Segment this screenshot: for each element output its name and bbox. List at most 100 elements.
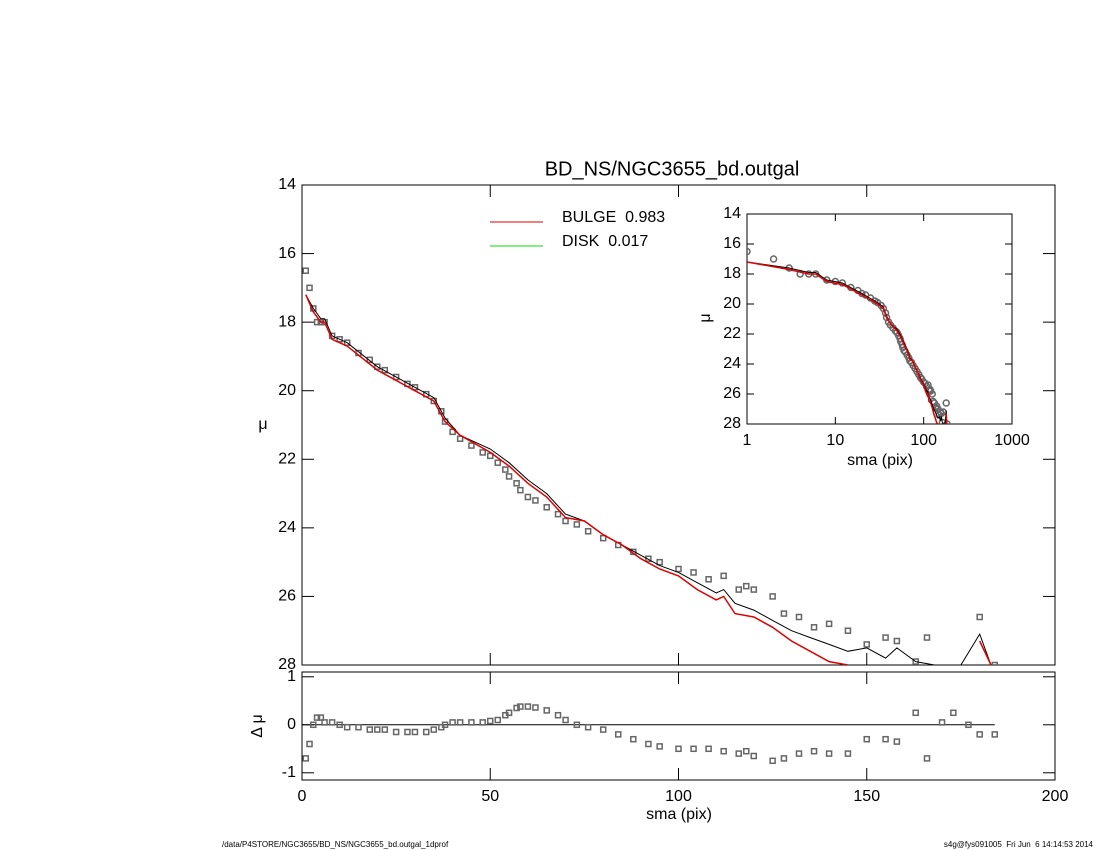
y-tick-label: 0 — [287, 716, 296, 733]
data-point — [494, 716, 502, 724]
data-point — [494, 459, 502, 466]
y-tick-label: 18 — [723, 265, 741, 282]
data-point — [743, 747, 750, 755]
y-tick-label: 14 — [278, 176, 296, 193]
x-tick-label: 200 — [1042, 788, 1069, 805]
data-point — [584, 528, 592, 535]
data-point — [912, 709, 919, 717]
data-point — [422, 728, 430, 736]
x-axis-label: sma (pix) — [646, 806, 712, 823]
data-point — [675, 745, 682, 753]
data-point — [513, 704, 520, 712]
y-tick-label: 20 — [278, 382, 296, 399]
data-point — [720, 747, 727, 755]
y-tick-label: 26 — [723, 385, 741, 402]
data-point — [795, 613, 803, 621]
data-point — [505, 473, 513, 480]
data-point — [844, 627, 852, 634]
data-point — [381, 726, 389, 733]
plot-frame — [746, 213, 1013, 425]
x-axis-label: sma (pix) — [847, 452, 913, 469]
data-point — [882, 735, 889, 743]
data-point — [381, 366, 389, 374]
data-point — [976, 613, 983, 621]
data-point — [735, 750, 742, 757]
data-point — [487, 452, 494, 460]
data-point — [965, 721, 972, 729]
x-tick-label: 1 — [743, 432, 752, 449]
data-point — [411, 728, 419, 736]
data-point — [810, 747, 818, 755]
data-point — [449, 719, 456, 726]
data-point — [310, 721, 317, 729]
y-tick-label: 16 — [723, 235, 741, 252]
chart-title: BD_NS/NGC3655_bd.outgal — [545, 158, 800, 180]
bulge-line — [747, 261, 948, 424]
model-line — [305, 294, 992, 665]
data-point — [306, 284, 313, 292]
data-point — [615, 731, 622, 738]
data-point — [517, 703, 524, 710]
x-tick-label: 1000 — [994, 432, 1030, 449]
data-point — [532, 497, 539, 504]
data-point — [584, 723, 592, 731]
data-point — [769, 593, 776, 600]
x-tick-label: 10 — [826, 432, 844, 449]
footer-right: s4g@fys091005 Fri Jun 6 14:14:53 2014 — [944, 840, 1094, 849]
data-point — [468, 719, 475, 726]
data-point — [366, 726, 374, 733]
data-point — [923, 755, 931, 762]
data-point — [645, 555, 652, 562]
data-point — [735, 586, 742, 593]
data-point — [928, 390, 936, 398]
y-tick-label: 28 — [723, 415, 741, 432]
y-tick-label: 26 — [278, 588, 296, 605]
data-point — [690, 745, 697, 753]
data-point — [780, 610, 788, 617]
data-point — [302, 755, 310, 762]
data-point — [573, 721, 581, 729]
y-axis-label: μ — [258, 416, 267, 433]
data-point — [769, 757, 776, 765]
y-tick-label: 16 — [278, 245, 296, 262]
data-point — [991, 661, 999, 665]
data-point — [825, 620, 833, 628]
data-point — [513, 480, 520, 487]
data-point — [882, 634, 889, 641]
data-point — [938, 719, 946, 726]
data-point — [690, 569, 697, 576]
y-axis-label: μ — [697, 313, 714, 322]
data-point — [923, 634, 931, 641]
x-tick-label: 0 — [298, 788, 307, 805]
y-tick-label: 20 — [723, 295, 741, 312]
data-point — [321, 719, 328, 726]
y-tick-label: 24 — [723, 355, 741, 372]
data-point — [750, 586, 758, 593]
data-point — [554, 510, 562, 518]
data-point — [336, 336, 343, 343]
data-point — [656, 558, 663, 566]
y-tick-label: 1 — [287, 668, 296, 685]
x-tick-label: 150 — [853, 788, 880, 805]
data-point — [343, 339, 351, 346]
data-point — [336, 721, 343, 729]
data-point — [810, 624, 818, 631]
data-point — [645, 740, 652, 748]
y-tick-label: 22 — [723, 325, 741, 342]
y-axis-label: Δ μ — [249, 714, 266, 737]
data-point — [795, 750, 803, 757]
data-point — [769, 255, 778, 263]
data-point — [630, 735, 637, 743]
x-tick-label: 100 — [665, 788, 692, 805]
data-point — [404, 728, 411, 736]
data-point — [562, 716, 569, 724]
data-point — [750, 752, 758, 760]
bulge-line — [305, 294, 992, 665]
y-tick-label: 28 — [278, 656, 296, 673]
data-point — [302, 267, 310, 274]
x-tick-label: 100 — [910, 432, 937, 449]
data-point — [487, 717, 494, 725]
data-point — [976, 731, 983, 738]
y-tick-label: 14 — [723, 205, 741, 222]
data-point — [599, 534, 607, 542]
